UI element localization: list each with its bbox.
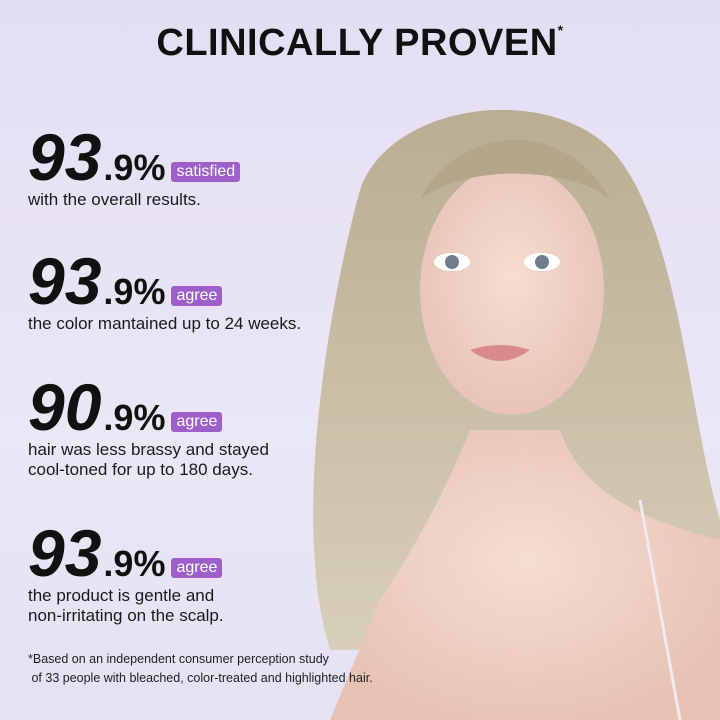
stat: 93.9% satisfied with the overall results. <box>28 124 241 210</box>
footnote-line: *Based on an independent consumer percep… <box>28 652 329 666</box>
stat: 93.9% agree the product is gentle and non-i… <box>28 520 224 626</box>
stat: 90.9% agree hair was less brassy and staye… <box>28 374 269 480</box>
stat-fraction: .9% <box>103 543 166 584</box>
stat-badge: agree <box>171 286 223 306</box>
stat-badge: agree <box>171 412 223 432</box>
stat-headline: 90.9% agree <box>28 374 269 440</box>
stat-line: hair was less brassy and stayed <box>28 440 269 459</box>
stat-whole: 93 <box>28 120 102 194</box>
title-text: CLINICALLY PROVEN <box>156 22 558 64</box>
stat-badge: satisfied <box>171 162 241 182</box>
footnote-line: of 33 people with bleached, color-treate… <box>28 671 373 685</box>
stat-headline: 93.9% satisfied <box>28 124 241 190</box>
stat-line: the product is gentle and <box>28 586 215 605</box>
stat-badge: agree <box>171 558 223 578</box>
stat-headline: 93.9% agree <box>28 248 301 314</box>
stat: 93.9% agree the color mantained up to 24 w… <box>28 248 301 334</box>
stat-line: the color mantained up to 24 weeks. <box>28 314 302 333</box>
stat-whole: 93 <box>28 516 102 590</box>
stat-fraction: .9% <box>103 147 166 188</box>
stat-headline: 93.9% agree <box>28 520 224 586</box>
stat-line: with the overall results. <box>28 190 201 209</box>
stat-whole: 93 <box>28 244 102 318</box>
stat-fraction: .9% <box>103 397 166 438</box>
title-mark: * <box>557 22 564 38</box>
stat-line: non-irritating on the scalp. <box>28 606 224 625</box>
stat-fraction: .9% <box>103 271 166 312</box>
footnote: *Based on an independent consumer percep… <box>28 650 373 688</box>
stat-whole: 90 <box>28 370 102 444</box>
title: CLINICALLY PROVEN* <box>0 22 720 65</box>
stat-line: cool-toned for up to 180 days. <box>28 460 253 479</box>
